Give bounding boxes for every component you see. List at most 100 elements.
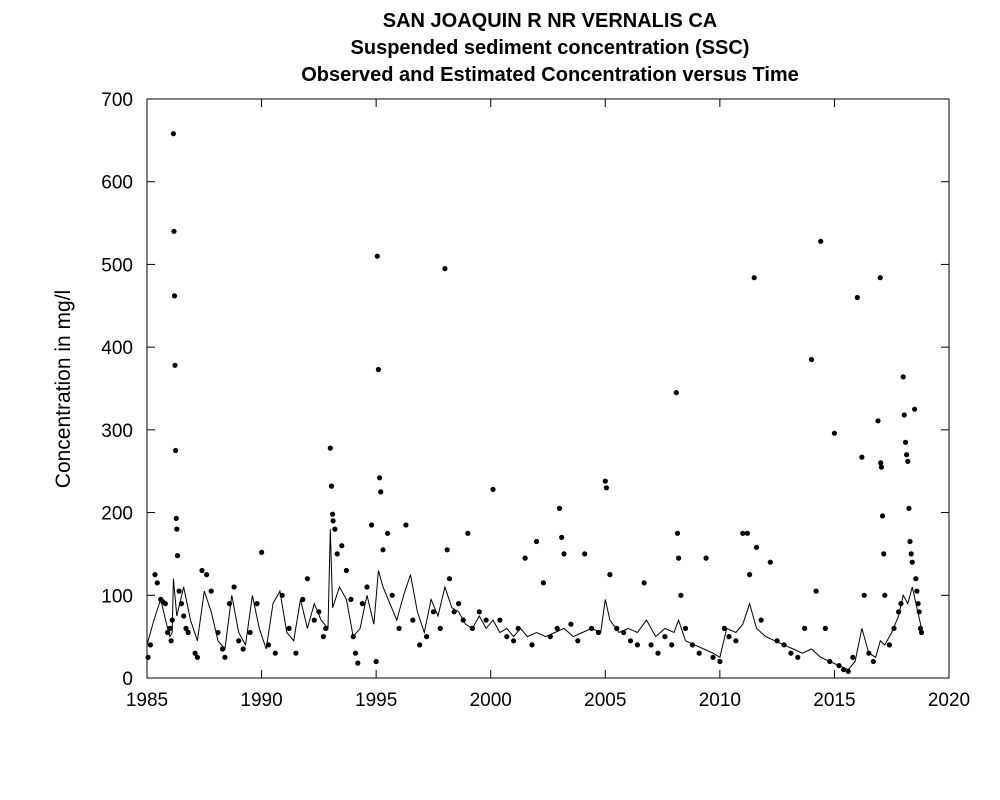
observed-point bbox=[424, 634, 430, 640]
observed-point bbox=[330, 518, 336, 524]
observed-point bbox=[575, 638, 581, 644]
observed-point bbox=[380, 547, 386, 553]
observed-point bbox=[676, 555, 682, 561]
observed-point bbox=[882, 592, 888, 598]
y-tick-label: 100 bbox=[101, 586, 133, 607]
observed-point bbox=[703, 555, 709, 561]
observed-point bbox=[168, 638, 174, 644]
observed-point bbox=[767, 559, 773, 565]
observed-point bbox=[845, 668, 851, 675]
observed-point bbox=[176, 588, 182, 594]
observed-point bbox=[504, 634, 510, 640]
observed-point bbox=[751, 275, 757, 281]
observed-point bbox=[185, 629, 191, 636]
chart-subtitle-2: Observed and Estimated Concentration ver… bbox=[301, 64, 799, 86]
observed-point bbox=[403, 522, 409, 528]
y-tick-label: 0 bbox=[122, 669, 133, 690]
observed-point bbox=[905, 458, 911, 464]
observed-point bbox=[588, 625, 595, 632]
observed-point bbox=[881, 551, 887, 557]
x-tick-label: 2015 bbox=[813, 690, 855, 711]
observed-point bbox=[375, 366, 381, 373]
observed-point bbox=[483, 617, 489, 623]
observed-point bbox=[912, 406, 918, 412]
observed-point bbox=[648, 642, 654, 648]
chart-subtitle: Suspended sediment concentration (SSC) bbox=[350, 37, 750, 59]
observed-point bbox=[332, 526, 338, 532]
observed-point bbox=[510, 638, 517, 644]
observed-point bbox=[673, 390, 679, 396]
observed-point bbox=[662, 634, 668, 640]
observed-point bbox=[410, 617, 416, 623]
observed-point bbox=[907, 538, 913, 545]
observed-point bbox=[316, 609, 322, 615]
observed-point bbox=[802, 625, 808, 632]
observed-point bbox=[173, 447, 179, 454]
chart-titles: SAN JOAQUIN R NR VERNALIS CA Suspended s… bbox=[0, 8, 1000, 89]
observed-point bbox=[904, 452, 910, 458]
observed-point bbox=[339, 543, 345, 549]
observed-point bbox=[304, 576, 310, 582]
observed-point bbox=[896, 609, 902, 615]
y-tick-label: 300 bbox=[101, 421, 133, 442]
observed-point bbox=[886, 642, 893, 648]
observed-point bbox=[774, 638, 780, 644]
observed-point bbox=[866, 650, 872, 656]
observed-point bbox=[891, 625, 897, 632]
observed-point bbox=[286, 625, 292, 632]
x-tick-label: 2005 bbox=[584, 690, 626, 711]
observed-point bbox=[162, 601, 168, 607]
observed-point bbox=[154, 580, 160, 586]
observed-point bbox=[753, 544, 760, 550]
observed-point bbox=[678, 592, 684, 598]
observed-point bbox=[456, 601, 462, 607]
observed-point bbox=[293, 650, 299, 656]
observed-point bbox=[178, 601, 184, 607]
observed-point bbox=[515, 625, 521, 632]
observed-point bbox=[174, 553, 181, 559]
observed-point bbox=[740, 530, 746, 536]
observed-point bbox=[350, 634, 356, 640]
observed-point bbox=[870, 658, 877, 665]
observed-point bbox=[917, 625, 924, 632]
y-tick-label: 400 bbox=[101, 338, 133, 359]
observed-point bbox=[170, 131, 176, 137]
x-tick-label: 1990 bbox=[240, 690, 282, 711]
observed-point bbox=[913, 576, 919, 582]
x-tick-label: 2020 bbox=[928, 690, 970, 711]
observed-point bbox=[795, 654, 801, 660]
observed-point bbox=[272, 650, 278, 656]
observed-point bbox=[627, 638, 634, 644]
observed-point bbox=[385, 530, 391, 536]
observed-point bbox=[522, 555, 528, 561]
observed-point bbox=[451, 609, 457, 615]
observed-point bbox=[265, 642, 271, 648]
chart-title: SAN JOAQUIN R NR VERNALIS CA bbox=[382, 10, 718, 32]
observed-point bbox=[430, 609, 436, 615]
observed-point bbox=[561, 551, 567, 557]
observed-point bbox=[181, 613, 187, 619]
observed-point bbox=[878, 460, 884, 466]
observed-point bbox=[602, 478, 608, 484]
observed-point bbox=[446, 576, 453, 582]
observed-point bbox=[247, 629, 253, 636]
observed-point bbox=[614, 625, 620, 632]
observed-point bbox=[559, 534, 565, 541]
observed-point bbox=[369, 522, 375, 528]
observed-point bbox=[781, 642, 787, 648]
observed-point bbox=[875, 418, 881, 424]
observed-point bbox=[556, 505, 563, 511]
observed-point bbox=[540, 580, 547, 586]
observed-point bbox=[183, 625, 189, 632]
observed-point bbox=[171, 228, 177, 234]
observed-point bbox=[621, 629, 627, 636]
observed-point bbox=[568, 621, 574, 627]
observed-point bbox=[682, 625, 689, 632]
observed-point bbox=[378, 489, 384, 495]
observed-point bbox=[900, 374, 906, 380]
x-tick-label: 2000 bbox=[470, 690, 512, 711]
observed-point bbox=[603, 485, 610, 491]
observed-point bbox=[236, 638, 242, 644]
observed-point bbox=[733, 638, 739, 644]
